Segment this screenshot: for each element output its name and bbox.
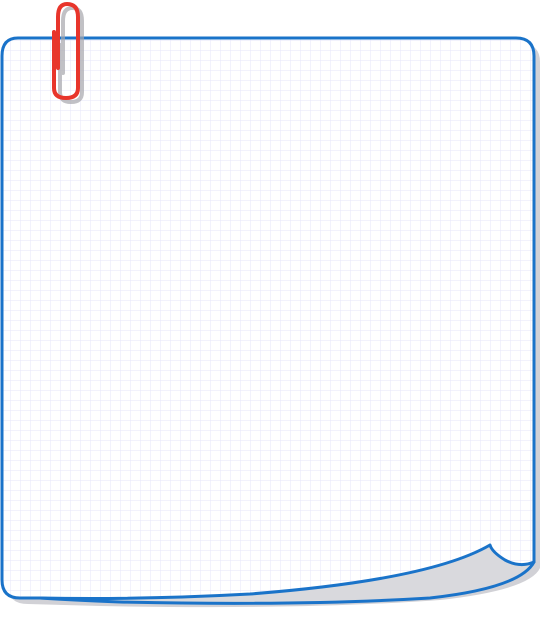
sheet-border <box>0 36 536 600</box>
page-curl <box>40 545 534 604</box>
paperclip-icon <box>52 2 84 104</box>
paperclip-shadow <box>58 6 84 104</box>
paperclip-wire <box>52 2 80 100</box>
grid-pattern <box>2 38 534 599</box>
curl-border <box>38 560 536 605</box>
